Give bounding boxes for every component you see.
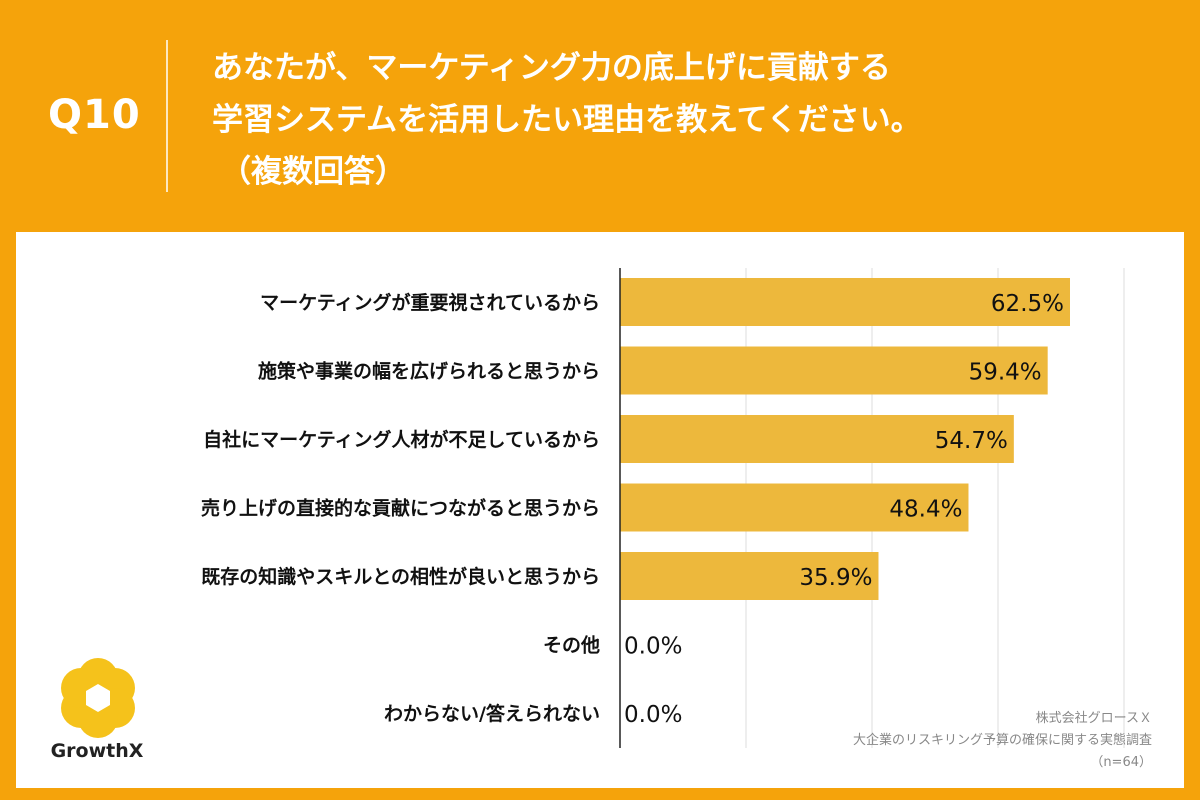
category-label: 売り上げの直接的な貢献につながると思うから — [201, 497, 600, 520]
data-label: 0.0% — [624, 702, 682, 728]
bar — [620, 552, 879, 600]
data-label: 0.0% — [624, 634, 682, 660]
data-label: 62.5% — [991, 291, 1064, 317]
source-note: 株式会社グロースＸ 大企業のリスキリング予算の確保に関する実態調査 （n=64） — [853, 708, 1152, 774]
header-divider — [166, 40, 168, 192]
category-label: 既存の知識やスキルとの相性が良いと思うから — [201, 565, 600, 588]
question-header: Q10 あなたが、マーケティング力の底上げに貢献する 学習システムを活用したい理… — [0, 0, 1200, 232]
question-line-3: （複数回答） — [220, 154, 406, 190]
category-label: 自社にマーケティング人材が不足しているから — [203, 428, 600, 451]
data-label: 54.7% — [935, 428, 1008, 454]
category-label: その他 — [543, 634, 600, 657]
data-label: 48.4% — [889, 497, 962, 523]
bar — [620, 483, 969, 532]
bar — [620, 278, 1070, 326]
question-line-2: 学習システムを活用したい理由を教えてください。 — [212, 102, 922, 138]
question-line-1: あなたが、マーケティング力の底上げに貢献する — [212, 50, 891, 86]
chart-panel: マーケティングが重要視されているから 62.5% 施策や事業の幅を広げられると思うか… — [16, 232, 1184, 788]
category-label: 施策や事業の幅を広げられると思うから — [258, 360, 600, 383]
source-survey: 大企業のリスキリング予算の確保に関する実態調査 — [852, 733, 1152, 748]
question-text: あなたが、マーケティング力の底上げに貢献する 学習システムを活用したい理由を教え… — [212, 42, 1172, 198]
growthx-hexagon-flower-icon — [61, 658, 135, 738]
bar — [620, 415, 1014, 463]
data-label: 59.4% — [969, 360, 1042, 386]
category-label: マーケティングが重要視されているから — [260, 291, 600, 314]
bar-chart: マーケティングが重要視されているから 62.5% 施策や事業の幅を広げられると思うか… — [201, 268, 1125, 748]
source-company: 株式会社グロースＸ — [1035, 711, 1152, 726]
logo-text: GrowthX — [50, 740, 144, 762]
source-sample: （n=64） — [1090, 755, 1152, 770]
category-label: わからない/答えられない — [384, 702, 600, 725]
question-number: Q10 — [48, 92, 141, 138]
bar — [620, 346, 1048, 395]
data-label: 35.9% — [799, 565, 872, 591]
growthx-logo: GrowthX — [44, 656, 154, 766]
